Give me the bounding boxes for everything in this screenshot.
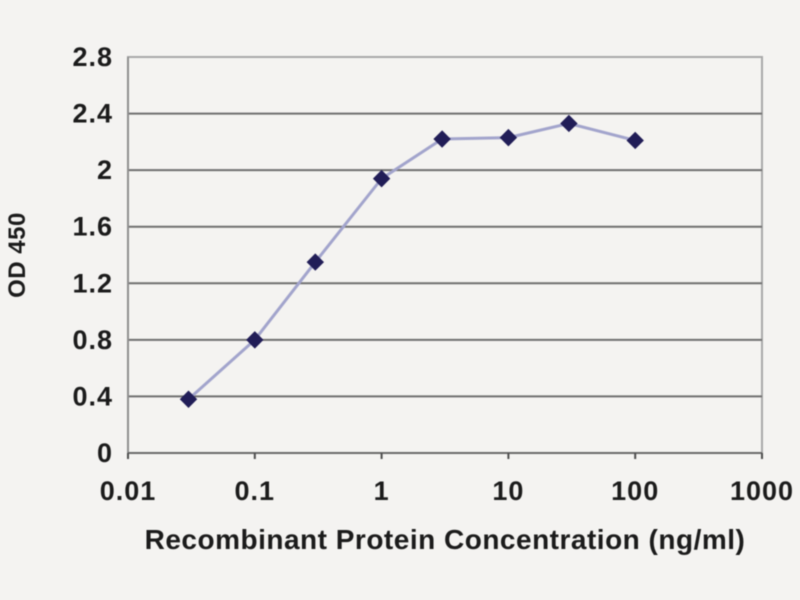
x-axis-title: Recombinant Protein Concentration (ng/ml… (145, 524, 746, 555)
series-line (187, 121, 636, 401)
y-tick-label: 1.6 (72, 212, 113, 242)
data-point-marker (499, 128, 518, 147)
data-point-marker (372, 169, 391, 188)
data-point-marker (179, 390, 198, 408)
y-tick-label: 2.4 (72, 99, 113, 129)
data-point-marker (306, 253, 325, 271)
data-point-marker (560, 114, 578, 133)
data-point-marker (433, 130, 451, 148)
y-axis-title: OD 450 (4, 212, 31, 298)
y-tick-label: 1.2 (72, 268, 113, 298)
data-point-marker (626, 131, 644, 150)
x-tick-label: 1 (374, 476, 390, 506)
y-tick-label: 2.8 (72, 42, 113, 72)
x-tick-label: 10 (492, 476, 524, 506)
x-tick-label: 0.01 (100, 476, 157, 506)
x-tick-label: 0.1 (235, 476, 276, 506)
data-point-marker (246, 331, 264, 349)
x-tick-label: 1000 (730, 476, 794, 506)
y-tick-label: 0 (97, 438, 113, 468)
plot-area: 0.01 0.1 1 10 100 1000 0 0.4 0.8 1.2 1.6 2 2.4 2.8 (72, 42, 794, 506)
y-tick-label: 0.8 (72, 325, 113, 355)
y-tick-label: 2 (97, 155, 113, 185)
plot-frame (127, 56, 763, 454)
y-tick-label: 0.4 (72, 381, 113, 411)
x-tick-label: 100 (611, 476, 659, 506)
